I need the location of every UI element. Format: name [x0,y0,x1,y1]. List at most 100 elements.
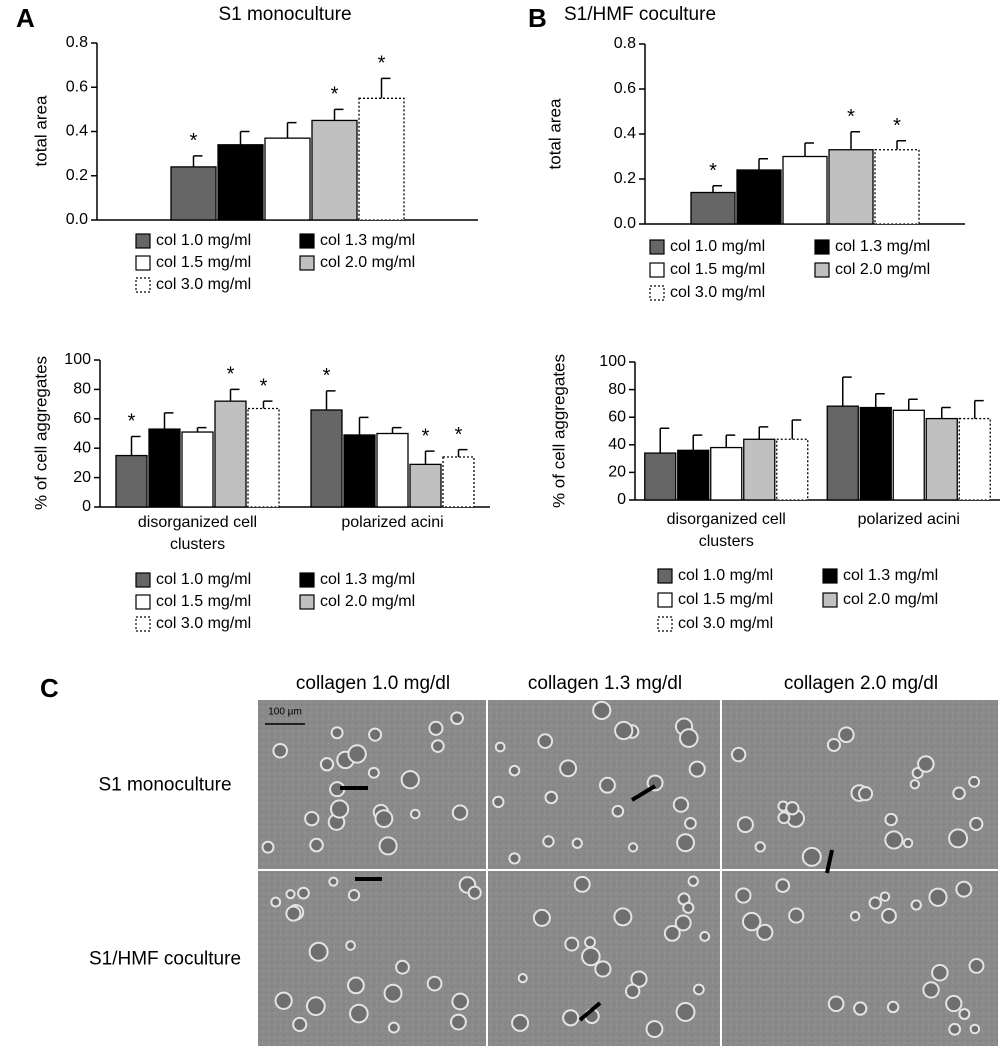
chart-title: S1/HMF coculture [564,4,716,25]
cell [884,812,898,827]
legend-swatch [649,239,665,255]
y-tick-label: 0.8 [614,35,636,52]
cell [958,1008,971,1020]
cell [564,936,580,952]
cell [329,799,350,819]
y-axis-label: total area [545,98,564,169]
cell [624,983,641,999]
cell [492,795,505,809]
cell [594,960,612,978]
bar [343,434,376,508]
cell [777,811,791,825]
bar [776,438,809,501]
legend-label: col 1.5 mg/ml [156,593,251,610]
x-tick-label-box: polarized acini [341,514,443,531]
bar [925,417,958,501]
error-bar [850,131,860,150]
y-axis-label: total area [31,95,50,166]
y-axis-label: % of cell aggregates [31,356,50,510]
cell [684,817,697,830]
error-bar [262,400,273,409]
error-bar [286,121,297,139]
cell [409,808,421,820]
arrow [825,849,834,874]
cell [827,995,845,1013]
cell [297,886,310,900]
cell [274,991,293,1010]
cell [754,841,766,853]
legend-label: col 3.0 mg/ml [670,284,765,301]
cell [349,1003,369,1024]
row-label: S1/HMF coculture [89,949,241,970]
y-tick-label: 0.2 [66,167,88,184]
error-bar [758,426,769,440]
y-tick-label: 40 [73,439,91,456]
cell [692,983,705,996]
legend-label: col 2.0 mg/ml [320,593,415,610]
cell [672,796,690,813]
error-bar [457,448,468,458]
x-tick-label: polarized acini [857,511,960,528]
cell [395,959,410,975]
bar [214,400,247,508]
error-bar [804,142,814,157]
bar [264,137,311,221]
error-bar [239,130,250,145]
cell [532,908,551,927]
legend-label: col 2.0 mg/ml [835,261,930,278]
cell [426,975,443,992]
cell [345,940,356,951]
bar [736,169,782,225]
cell [511,1013,530,1032]
bar [409,463,442,508]
y-tick-label: 80 [73,381,91,398]
legend-label: col 2.0 mg/ml [843,591,938,608]
cell [909,779,920,790]
cell [319,757,335,772]
legend-swatch [814,239,830,255]
error-bar [725,434,736,448]
cell [562,1009,580,1027]
significance-marker: * [331,84,339,106]
bar [677,449,710,501]
column-label: collagen 1.0 mg/dl [296,673,450,694]
cell [627,842,639,853]
legend-label: col 1.5 mg/ml [670,261,765,278]
error-bar [358,416,369,435]
legend-label: col 3.0 mg/ml [156,276,251,293]
cell [270,896,282,908]
legend-swatch [299,255,315,271]
significance-marker: * [847,106,855,128]
error-bar [712,185,722,193]
y-tick-label: 100 [64,351,91,368]
y-tick-label: 60 [608,408,626,425]
significance-marker: * [893,115,901,137]
micrograph [258,871,486,1046]
x-tick-label: disorganized cell clusters [137,514,258,553]
y-tick-label: 0.0 [614,215,636,232]
bar [826,405,859,501]
bar [690,191,736,225]
cell [592,700,612,721]
cell [347,888,361,902]
cell [542,835,555,848]
y-tick-label: 0.4 [66,123,88,140]
cell [858,786,874,802]
error-bar [333,108,344,121]
cell [968,775,981,788]
cell [917,755,935,773]
cell [853,1001,868,1016]
panel-label: C [40,673,59,703]
scale-bar-label: 100 µm [268,707,302,718]
cell [330,726,344,740]
y-tick-label: 20 [608,464,626,481]
cell [261,840,275,854]
cell [948,828,969,849]
x-tick-label-box: polarized acini [857,511,960,528]
cell [630,970,648,988]
cell [735,887,752,904]
cell [517,973,528,984]
cell [788,907,805,924]
legend-label: col 1.5 mg/ml [678,591,773,608]
